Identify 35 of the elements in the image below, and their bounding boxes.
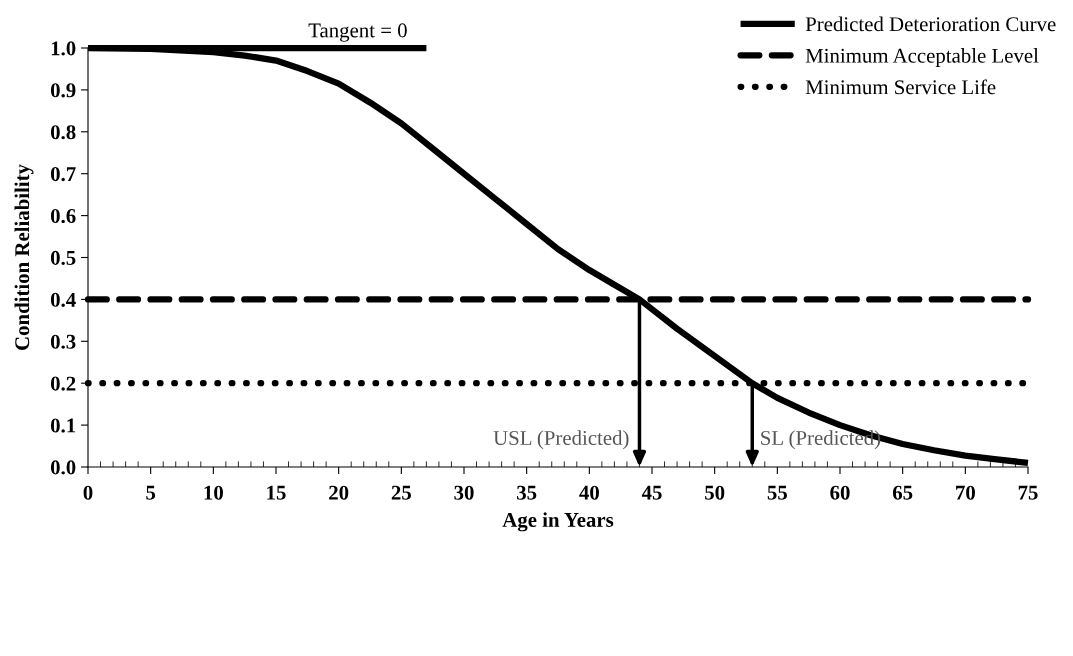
y-tick-label: 0.6 [50, 208, 76, 224]
x-tick-label: 60 [830, 485, 850, 500]
x-tick-label: 30 [454, 485, 474, 500]
x-tick-label: 10 [204, 485, 223, 500]
annotation: SL (Predicted) [761, 430, 881, 450]
y-tick-label: 0.0 [50, 460, 76, 475]
y-tick-label: 0.8 [50, 125, 76, 140]
y-axis-title: Condition Reliability [14, 164, 34, 350]
x-tick-label: 55 [767, 485, 787, 500]
x-tick-label: 40 [579, 485, 599, 500]
legend-label: Minimum Service Life [805, 79, 996, 95]
y-tick-label: 0.3 [50, 334, 76, 349]
legend-label: Predicted Deterioration Curve [805, 16, 1056, 32]
x-tick-label: 50 [705, 485, 725, 500]
annotation: Tangent = 0 [308, 23, 407, 42]
annotation: USL (Predicted) [493, 430, 629, 450]
y-tick-label: 0.9 [50, 83, 76, 98]
legend-label: Minimum Acceptable Level [805, 48, 1039, 68]
y-tick-label: 0.4 [50, 292, 76, 307]
x-tick-label: 45 [641, 485, 662, 500]
y-tick-label: 0.2 [50, 376, 76, 391]
x-tick-label: 5 [146, 485, 156, 500]
x-tick-label: 75 [1018, 485, 1038, 500]
x-axis-title: Age in Years [502, 512, 614, 532]
x-tick-label: 65 [892, 485, 913, 500]
x-tick-label: 20 [329, 485, 349, 500]
y-tick-label: 0.7 [50, 167, 76, 182]
y-tick-label: 0.1 [50, 418, 76, 433]
x-tick-label: 15 [267, 485, 286, 500]
y-tick-label: 1.0 [51, 41, 76, 56]
x-tick-label: 35 [517, 485, 537, 500]
x-tick-label: 25 [391, 485, 411, 500]
x-tick-label: 70 [956, 485, 975, 500]
y-tick-label: 0.5 [50, 250, 76, 266]
x-tick-label: 0 [83, 485, 93, 500]
